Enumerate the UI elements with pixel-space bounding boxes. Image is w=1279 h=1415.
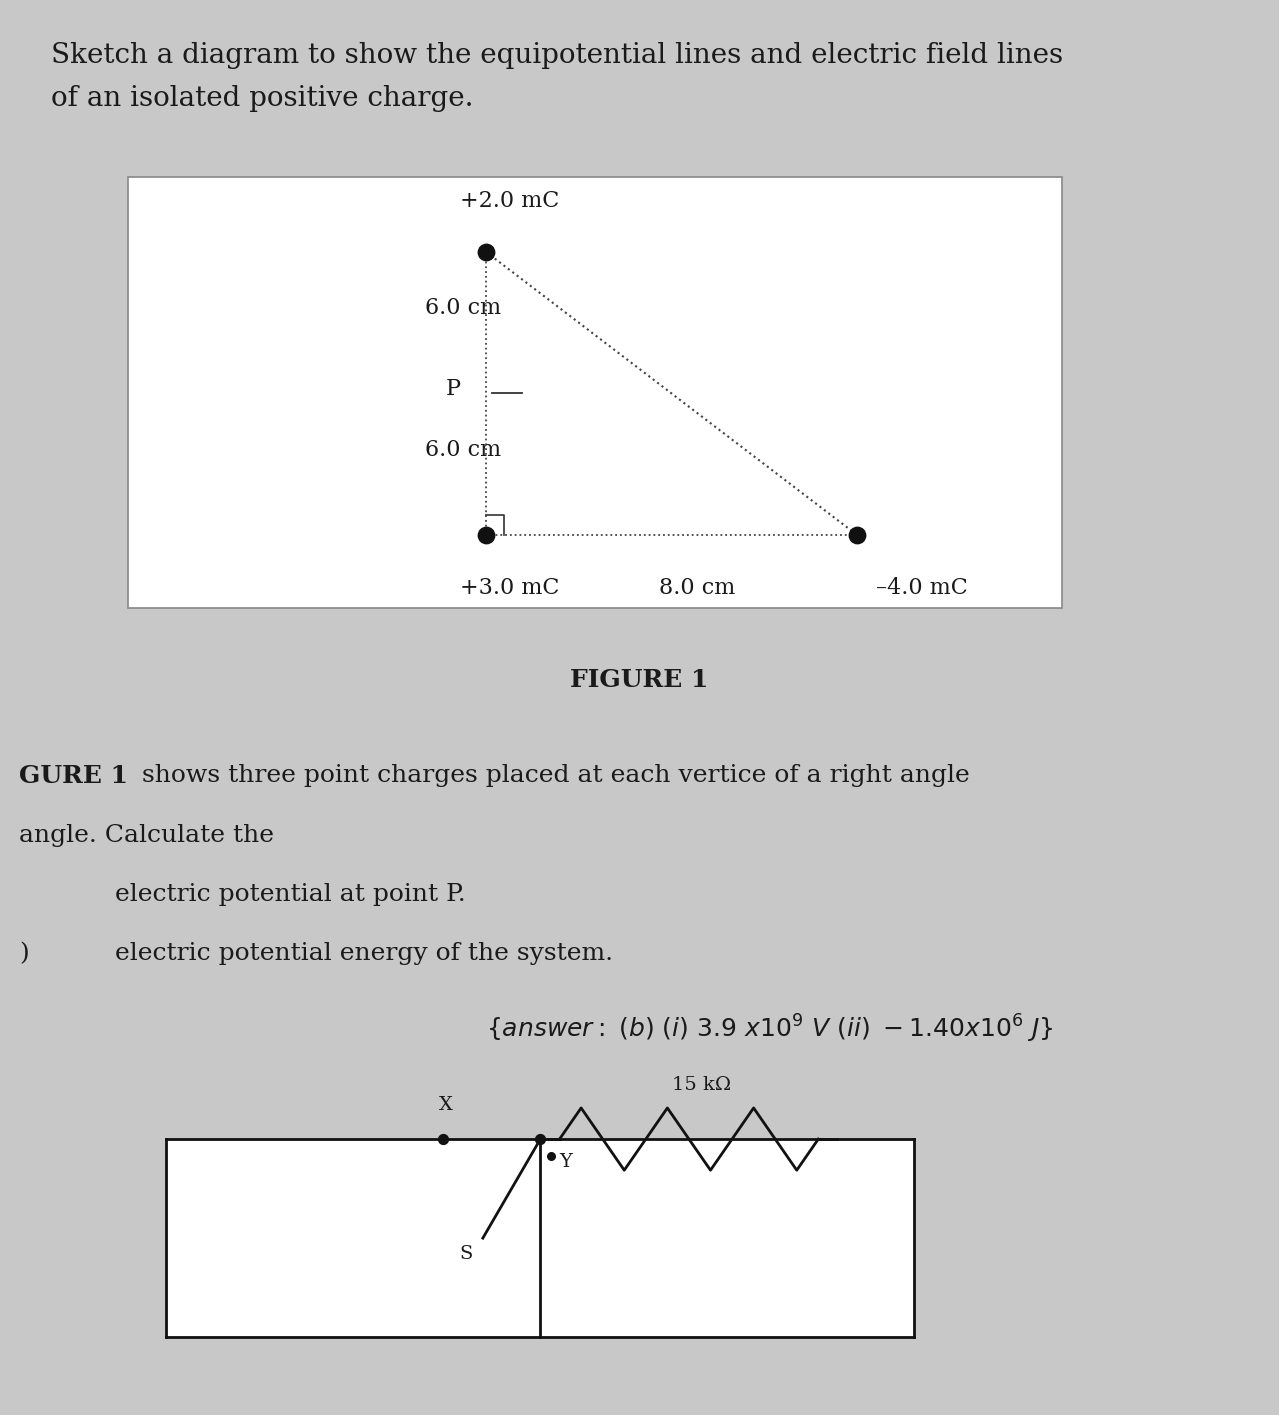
Text: of an isolated positive charge.: of an isolated positive charge. [51,85,473,112]
Text: 15 kΩ: 15 kΩ [673,1075,732,1094]
Text: electric potential at point P.: electric potential at point P. [115,883,466,906]
Text: angle. Calculate the: angle. Calculate the [19,824,274,846]
Text: –4.0 mC: –4.0 mC [876,577,968,600]
Text: 6.0 cm: 6.0 cm [425,439,501,461]
Point [847,524,867,546]
Text: P: P [445,378,460,400]
Text: X: X [439,1095,453,1114]
Text: +3.0 mC: +3.0 mC [460,577,560,600]
Text: ): ) [19,942,29,965]
Text: Sketch a diagram to show the equipotential lines and electric field lines: Sketch a diagram to show the equipotenti… [51,42,1063,69]
Point [432,1128,453,1150]
Text: 8.0 cm: 8.0 cm [659,577,735,600]
Text: FIGURE 1: FIGURE 1 [570,668,709,692]
Point [476,524,496,546]
Point [476,241,496,263]
Text: +2.0 mC: +2.0 mC [460,190,560,212]
Bar [166,1139,914,1337]
Text: Y: Y [560,1153,573,1172]
Text: GURE 1: GURE 1 [19,764,128,788]
Text: shows three point charges placed at each vertice of a right angle: shows three point charges placed at each… [134,764,969,787]
Text: electric potential energy of the system.: electric potential energy of the system. [115,942,613,965]
Bar [128,177,1062,608]
Text: $\{$$answer:\ (b)\ (i)\ 3.9\ x10^9\ V\ (ii)\ -1.40x10^6\ J\}$: $\{$$answer:\ (b)\ (i)\ 3.9\ x10^9\ V\ (… [486,1013,1054,1046]
Point [540,1145,560,1167]
Point [530,1128,550,1150]
Text: 6.0 cm: 6.0 cm [425,297,501,320]
Text: S: S [459,1245,473,1264]
